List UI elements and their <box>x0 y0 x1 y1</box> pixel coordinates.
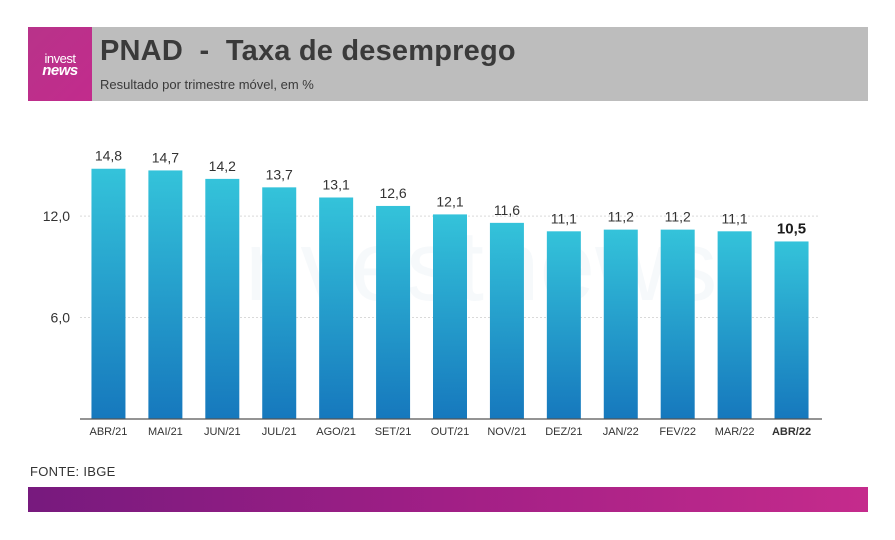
bar[interactable] <box>717 231 752 419</box>
x-tick-label: JAN/22 <box>603 426 639 438</box>
y-tick-label: 6,0 <box>51 310 71 326</box>
x-tick-label: MAI/21 <box>148 426 183 438</box>
bar[interactable] <box>546 231 581 419</box>
investnews-logo[interactable]: invest news <box>28 27 92 101</box>
bar[interactable] <box>489 222 524 419</box>
bar[interactable] <box>376 205 411 419</box>
x-tick-label: DEZ/21 <box>545 426 582 438</box>
chart-subtitle: Resultado por trimestre móvel, em % <box>100 77 314 92</box>
x-tick-label: MAR/22 <box>715 426 755 438</box>
footer-gradient-bar <box>28 487 868 512</box>
chart-title: PNAD - Taxa de desemprego <box>100 35 516 67</box>
bar[interactable] <box>91 168 126 419</box>
bar[interactable] <box>603 229 638 419</box>
value-label: 11,1 <box>722 210 748 226</box>
value-label: 10,5 <box>777 220 806 237</box>
bar[interactable] <box>262 187 297 419</box>
value-label: 11,6 <box>494 202 520 218</box>
value-label: 14,7 <box>152 149 179 165</box>
bar[interactable] <box>205 178 240 419</box>
value-label: 11,2 <box>665 209 691 225</box>
bar[interactable] <box>774 241 809 419</box>
x-tick-label: ABR/22 <box>772 426 811 438</box>
x-tick-label: ABR/21 <box>90 426 128 438</box>
header-banner: invest news PNAD - Taxa de desemprego Re… <box>28 27 868 101</box>
value-label: 13,7 <box>266 166 293 182</box>
bar[interactable] <box>319 197 354 419</box>
watermark: investnews <box>223 210 718 322</box>
value-label: 14,2 <box>209 158 236 174</box>
value-label: 11,2 <box>608 209 634 225</box>
y-tick-label: 12,0 <box>43 208 70 224</box>
x-tick-label: JUN/21 <box>204 426 241 438</box>
value-label: 12,6 <box>379 185 406 201</box>
x-tick-label: JUL/21 <box>262 426 297 438</box>
x-tick-label: AGO/21 <box>316 426 356 438</box>
bar[interactable] <box>433 214 467 419</box>
x-tick-label: OUT/21 <box>431 426 470 438</box>
x-tick-label: NOV/21 <box>487 426 526 438</box>
logo-text-news: news <box>42 62 78 79</box>
x-tick-label: FEV/22 <box>659 426 696 438</box>
bar[interactable] <box>148 170 183 419</box>
value-label: 12,1 <box>436 193 463 209</box>
bar[interactable] <box>660 229 695 419</box>
value-label: 11,1 <box>551 210 577 226</box>
source-note: FONTE: IBGE <box>30 464 116 479</box>
logo-text-invest: invest <box>44 51 76 66</box>
value-label: 14,8 <box>95 148 122 164</box>
x-tick-label: SET/21 <box>375 426 412 438</box>
value-label: 13,1 <box>323 176 350 192</box>
